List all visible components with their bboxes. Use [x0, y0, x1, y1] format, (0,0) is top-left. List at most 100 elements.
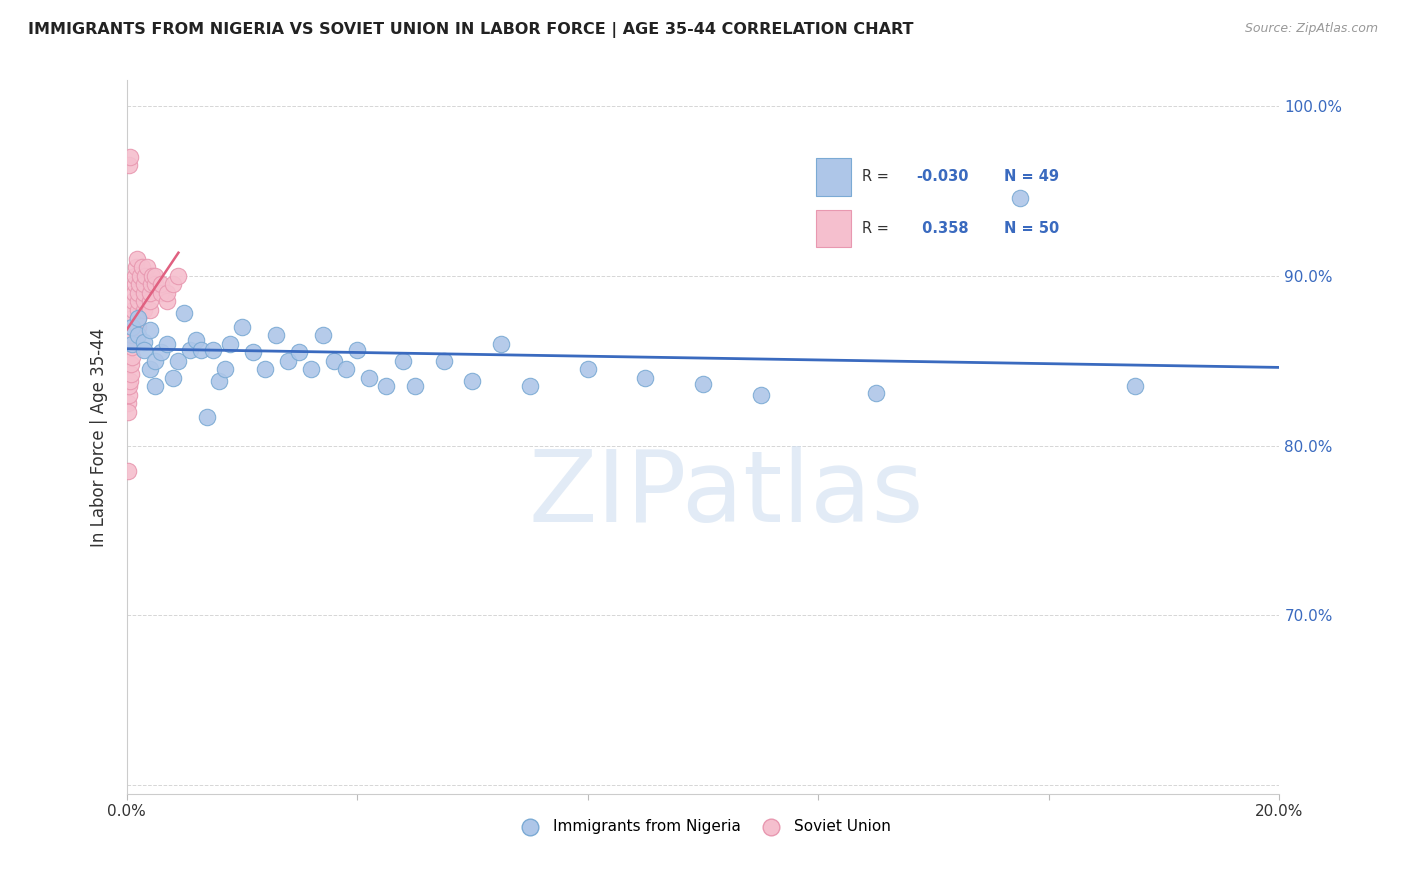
Point: [404, 379, 426, 393]
Point: [138, 362, 160, 376]
Point: [117, 404, 139, 418]
Point: [131, 260, 153, 275]
Point: [346, 343, 368, 358]
Text: IMMIGRANTS FROM NIGERIA VS SOVIET UNION IN LABOR FORCE | AGE 35-44 CORRELATION C: IMMIGRANTS FROM NIGERIA VS SOVIET UNION …: [28, 22, 914, 38]
Text: 0.358: 0.358: [917, 221, 969, 236]
Point: [134, 268, 156, 283]
Point: [138, 285, 160, 300]
Point: [122, 285, 145, 300]
Point: [190, 343, 212, 358]
Point: [118, 158, 141, 172]
Point: [118, 374, 141, 388]
Point: [219, 336, 242, 351]
Point: [132, 277, 155, 292]
Point: [202, 343, 225, 358]
Point: [121, 340, 143, 354]
Point: [122, 302, 145, 317]
Point: [184, 333, 207, 347]
Point: [145, 353, 166, 368]
Point: [132, 302, 155, 317]
Point: [374, 379, 398, 393]
Point: [145, 379, 166, 393]
Point: [433, 353, 456, 368]
Point: [156, 336, 179, 351]
Point: [121, 319, 143, 334]
Point: [139, 277, 162, 292]
Point: [288, 345, 311, 359]
Point: [118, 150, 141, 164]
Point: [127, 311, 149, 326]
Point: [299, 362, 322, 376]
Point: [749, 387, 772, 401]
Point: [195, 409, 218, 424]
Point: [120, 357, 142, 371]
Point: [118, 387, 141, 401]
Point: [127, 319, 149, 334]
FancyBboxPatch shape: [815, 158, 852, 195]
Point: [634, 370, 657, 384]
Point: [266, 328, 288, 343]
Point: [138, 302, 160, 317]
Point: [277, 353, 299, 368]
Point: [121, 319, 143, 334]
Point: [122, 294, 145, 309]
Point: [141, 268, 163, 283]
Text: Source: ZipAtlas.com: Source: ZipAtlas.com: [1244, 22, 1378, 36]
Point: [519, 379, 541, 393]
Point: [576, 362, 599, 376]
Point: [127, 285, 149, 300]
Text: R =: R =: [862, 169, 889, 185]
Point: [121, 311, 143, 326]
Point: [132, 294, 155, 309]
Point: [242, 345, 264, 359]
Point: [214, 362, 236, 376]
Point: [127, 311, 149, 326]
Point: [124, 268, 146, 283]
Y-axis label: In Labor Force | Age 35-44: In Labor Force | Age 35-44: [90, 327, 108, 547]
Point: [156, 285, 179, 300]
Point: [117, 464, 139, 478]
Point: [173, 306, 195, 320]
Point: [135, 260, 157, 275]
Point: [120, 368, 142, 382]
Point: [127, 328, 149, 343]
Point: [129, 268, 152, 283]
Point: [692, 377, 714, 392]
Point: [138, 323, 160, 337]
Legend: Immigrants from Nigeria, Soviet Union: Immigrants from Nigeria, Soviet Union: [509, 813, 897, 839]
Point: [150, 285, 173, 300]
Point: [162, 277, 184, 292]
Point: [311, 328, 333, 343]
Point: [1125, 379, 1147, 393]
Point: [162, 370, 184, 384]
Point: [145, 277, 166, 292]
Point: [121, 328, 143, 343]
Point: [150, 345, 173, 359]
Point: [138, 294, 160, 309]
Point: [127, 294, 149, 309]
Text: N = 50: N = 50: [1004, 221, 1059, 236]
Point: [121, 350, 143, 364]
Text: N = 49: N = 49: [1004, 169, 1059, 185]
Point: [128, 277, 150, 292]
Point: [253, 362, 276, 376]
Point: [231, 319, 253, 334]
Point: [461, 374, 484, 388]
Point: [127, 302, 149, 317]
Text: -0.030: -0.030: [917, 169, 969, 185]
Point: [117, 396, 139, 410]
Point: [118, 379, 141, 393]
Point: [1010, 190, 1032, 204]
Point: [150, 277, 173, 292]
Text: ZIPatlas: ZIPatlas: [529, 446, 924, 542]
Point: [323, 353, 346, 368]
Point: [335, 362, 357, 376]
Point: [125, 260, 148, 275]
Point: [132, 334, 155, 349]
Point: [208, 374, 231, 388]
FancyBboxPatch shape: [815, 210, 852, 247]
Text: R =: R =: [862, 221, 889, 236]
Point: [121, 336, 143, 351]
Point: [392, 353, 415, 368]
Point: [125, 252, 148, 266]
